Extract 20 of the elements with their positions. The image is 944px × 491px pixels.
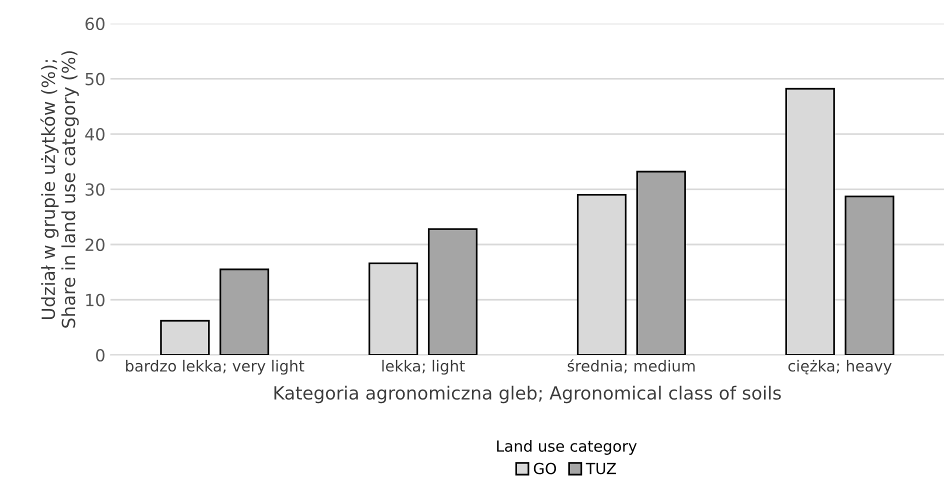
legend-label: TUZ: [586, 462, 616, 474]
y-tick-label: 60: [86, 18, 104, 30]
x-tick-label: średnia; medium: [568, 359, 695, 374]
x-tick-label: ciężka; heavy: [788, 360, 892, 375]
legend-title: Land use category: [497, 440, 637, 455]
y-tick-label: 20: [86, 238, 104, 252]
bar: [636, 170, 686, 355]
y-tick-label: 50: [86, 72, 104, 86]
bar: [220, 268, 270, 355]
bar: [428, 228, 478, 355]
x-axis-title: Kategoria agronomiczna gleb; Agronomical class of soils: [274, 386, 781, 404]
y-tick-label: 40: [85, 128, 104, 141]
y-tick-label: 30: [86, 183, 104, 196]
legend-label: GO: [534, 462, 556, 474]
y-axis-title: Udział w grupie użytków (%); Share in land use category (%): [40, 51, 79, 328]
x-tick-label: lekka; light: [382, 360, 465, 375]
y-tick-label: 0: [96, 348, 104, 362]
y-tick-label: 10: [86, 294, 104, 306]
bar: [844, 196, 894, 355]
x-tick-label: bardzo lekka; very light: [126, 360, 304, 375]
